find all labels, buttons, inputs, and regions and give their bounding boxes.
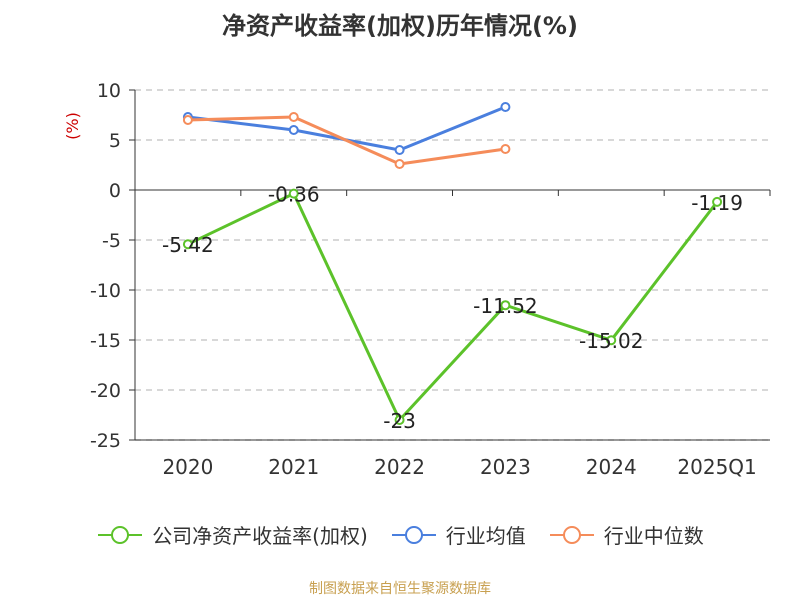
legend-item-company-roe[interactable]: 公司净资产收益率(加权): [96, 520, 368, 549]
data-label: -5.42: [162, 233, 214, 257]
legend: 公司净资产收益率(加权) 行业均值 行业中位数: [0, 520, 800, 549]
legend-line-marker-icon: [549, 525, 594, 544]
axes: 10 5 0 -5 -10 -15 -20 -25 2020 2021 2022 2023 2024 20…: [90, 80, 771, 479]
data-point: [288, 125, 299, 135]
y-tick-label: 10: [97, 80, 121, 102]
data-point: [182, 115, 193, 125]
legend-label: 行业中位数: [603, 524, 704, 548]
y-tick-label: -15: [90, 330, 121, 352]
x-tick-label: 2025Q1: [677, 455, 756, 479]
data-point: [394, 145, 405, 155]
data-point: [394, 415, 405, 425]
x-tick-label: 2021: [268, 455, 319, 479]
y-tick-label: 5: [109, 130, 121, 152]
data-label: -1.19: [691, 191, 743, 215]
data-point: [288, 188, 299, 199]
y-tick-label: -10: [90, 280, 121, 302]
x-tick-label: 2022: [374, 455, 425, 479]
source-footer: 制图数据来自恒生聚源数据库: [309, 581, 491, 597]
data-point: [500, 300, 511, 311]
line-chart: (%) 10 5 0 -5 -10 -15 -20 -25 2020 2021 2022 2023 20…: [63, 80, 771, 479]
data-label: -15.02: [579, 329, 643, 353]
data-point: [288, 112, 299, 122]
data-labels: -5.42 -0.36 -23 -11.52 -15.02 -1.19: [162, 183, 743, 433]
y-tick-label: -25: [90, 430, 121, 452]
y-tick-label: -20: [90, 380, 121, 402]
data-point: [182, 239, 193, 250]
data-point: [606, 335, 617, 346]
series-line: [187, 105, 506, 152]
y-axis-label: (%): [63, 112, 82, 140]
legend-label: 公司净资产收益率(加权): [152, 524, 368, 548]
data-point: [500, 102, 511, 112]
data-label: -0.36: [268, 183, 320, 207]
legend-label: 行业均值: [445, 524, 526, 548]
x-tick-label: 2020: [162, 455, 213, 479]
series-line: [187, 192, 719, 422]
data-point: [394, 159, 405, 169]
data-point: [712, 196, 723, 207]
data-point: [500, 144, 511, 154]
series-lines: [182, 102, 723, 425]
grid-lines: [135, 89, 770, 441]
legend-item-industry-median[interactable]: 行业中位数: [548, 520, 704, 549]
y-tick-label: -5: [102, 230, 121, 252]
chart-title: 净资产收益率(加权)历年情况(%): [222, 12, 578, 40]
x-tick-label: 2023: [480, 455, 531, 479]
series-line: [187, 115, 506, 166]
data-label: -11.52: [473, 294, 537, 318]
data-label: -23: [383, 409, 416, 433]
legend-line-marker-icon: [391, 525, 436, 544]
legend-item-industry-mean[interactable]: 行业均值: [390, 520, 526, 549]
x-tick-label: 2024: [586, 455, 637, 479]
y-tick-label: 0: [109, 180, 121, 202]
legend-line-marker-icon: [98, 525, 143, 544]
